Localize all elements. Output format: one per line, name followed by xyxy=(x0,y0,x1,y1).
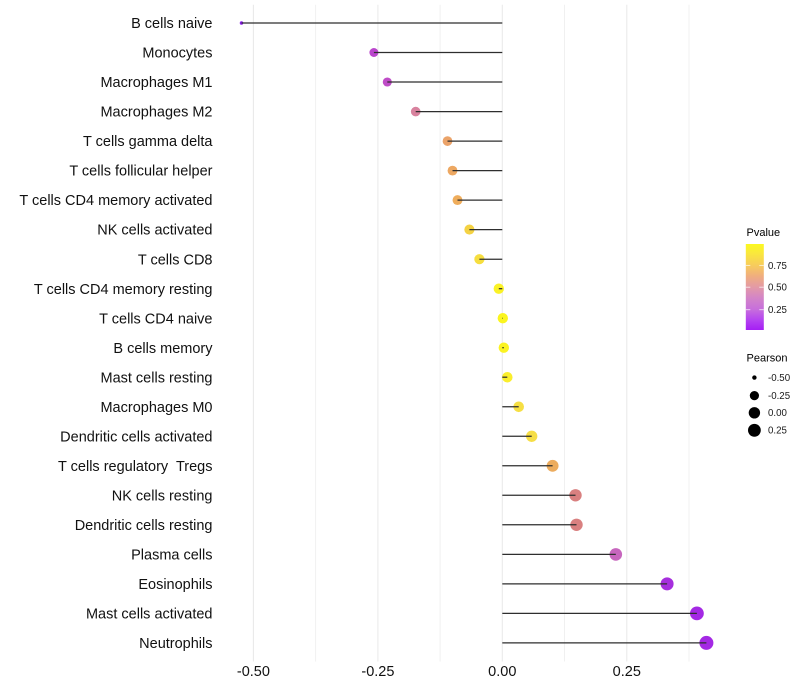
svg-text:Mast cells activated: Mast cells activated xyxy=(86,607,213,623)
svg-text:Macrophages M1: Macrophages M1 xyxy=(100,75,212,91)
svg-text:T cells follicular helper: T cells follicular helper xyxy=(69,164,212,180)
svg-text:Eosinophils: Eosinophils xyxy=(138,577,212,593)
svg-text:T cells gamma delta: T cells gamma delta xyxy=(83,134,213,150)
svg-text:T cells regulatory Tregs: T cells regulatory Tregs xyxy=(58,459,212,475)
svg-text:T cells CD8: T cells CD8 xyxy=(138,252,213,268)
svg-text:B cells memory: B cells memory xyxy=(113,341,213,357)
svg-text:0.00: 0.00 xyxy=(488,664,516,680)
svg-text:Macrophages M2: Macrophages M2 xyxy=(100,105,212,121)
svg-text:Pvalue: Pvalue xyxy=(747,227,781,239)
svg-text:Mast cells resting: Mast cells resting xyxy=(100,370,212,386)
svg-text:Neutrophils: Neutrophils xyxy=(139,636,212,652)
svg-text:T cells CD4 memory resting: T cells CD4 memory resting xyxy=(34,282,213,298)
svg-text:0.75: 0.75 xyxy=(768,261,787,272)
svg-text:-0.25: -0.25 xyxy=(361,664,394,680)
svg-text:Macrophages M0: Macrophages M0 xyxy=(100,400,212,416)
svg-text:Dendritic cells resting: Dendritic cells resting xyxy=(75,518,213,534)
svg-text:-0.50: -0.50 xyxy=(237,664,270,680)
svg-text:0.00: 0.00 xyxy=(768,408,787,419)
svg-text:0.50: 0.50 xyxy=(768,283,787,294)
svg-text:T cells CD4 memory activated: T cells CD4 memory activated xyxy=(19,193,212,209)
svg-text:NK cells activated: NK cells activated xyxy=(97,223,212,239)
svg-text:Dendritic cells activated: Dendritic cells activated xyxy=(60,429,212,445)
svg-text:-0.50: -0.50 xyxy=(768,373,791,384)
svg-text:T cells CD4 naive: T cells CD4 naive xyxy=(99,311,212,327)
svg-text:Plasma cells: Plasma cells xyxy=(131,548,212,564)
svg-text:B cells naive: B cells naive xyxy=(131,16,212,32)
svg-text:-0.25: -0.25 xyxy=(768,391,790,402)
svg-text:0.25: 0.25 xyxy=(613,664,641,680)
svg-text:Monocytes: Monocytes xyxy=(142,46,212,62)
svg-text:Pearson: Pearson xyxy=(747,353,788,365)
svg-text:0.25: 0.25 xyxy=(768,426,787,437)
svg-text:NK cells resting: NK cells resting xyxy=(112,488,213,504)
svg-text:0.25: 0.25 xyxy=(768,305,787,316)
